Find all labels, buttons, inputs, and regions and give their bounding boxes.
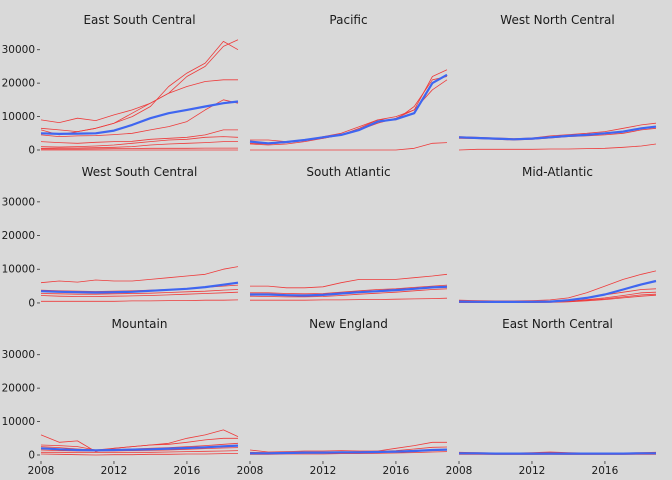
series-line (250, 284, 448, 295)
x-tick-label: 2016 (592, 465, 619, 477)
series-line (40, 289, 239, 295)
series-line (40, 453, 238, 456)
series-line (41, 299, 239, 302)
series-line (40, 266, 239, 284)
panel: New England 2008 2012 2016 (237, 317, 448, 477)
mean-line (250, 448, 448, 455)
panel-title: Mountain (112, 317, 168, 331)
mean-line (40, 100, 239, 135)
mean-line (250, 285, 448, 297)
mean-line (249, 73, 448, 145)
panel: Mid-Atlantic (458, 165, 657, 303)
panels: East South Central 0 10000 20000 30000 Pacifi… (2, 13, 657, 477)
series-line (41, 450, 239, 453)
mean-line (40, 444, 239, 452)
x-tick-label: 2016 (383, 465, 410, 477)
x-tick-label: 2008 (237, 465, 264, 477)
series-line (250, 273, 448, 289)
series-line (40, 141, 238, 149)
panel: West North Central (458, 13, 657, 151)
series-line (40, 79, 238, 136)
mean-line (458, 279, 657, 303)
series-line (40, 41, 239, 132)
panel-title: East North Central (502, 317, 613, 331)
y-tick-label: 10000 (2, 111, 35, 123)
y-tick-label: 20000 (2, 383, 35, 395)
y-tick-label: 30000 (2, 349, 35, 361)
panel: East North Central 2008 2012 2016 (446, 317, 657, 477)
x-tick-label: 2008 (446, 465, 473, 477)
panel-title: West North Central (500, 13, 614, 27)
series-line (249, 441, 447, 453)
panel: East South Central 0 10000 20000 30000 (2, 13, 239, 156)
y-tick-label: 30000 (2, 44, 35, 56)
series-line (458, 143, 657, 151)
panel-title: Pacific (329, 13, 367, 27)
y-tick-label: 20000 (2, 78, 35, 90)
mean-line (458, 125, 657, 141)
y-tick-label: 20000 (2, 230, 35, 242)
series-line (41, 147, 238, 150)
y-tick-label: 10000 (2, 264, 35, 276)
series-line (249, 288, 448, 298)
y-tick-label: 0 (28, 144, 35, 156)
x-tick-label: 2016 (174, 465, 201, 477)
panel-title: East South Central (83, 13, 195, 27)
series-line (250, 297, 448, 301)
panel-title: Mid-Atlantic (522, 165, 593, 179)
mean-line (40, 281, 239, 294)
x-tick-label: 2012 (310, 465, 337, 477)
panel: Pacific (249, 13, 448, 151)
panel-title: South Atlantic (306, 165, 390, 179)
panel: Mountain 0 10000 20000 30000 2008 2012 2016 (2, 317, 239, 477)
series-line (40, 39, 239, 123)
y-tick-label: 10000 (2, 416, 35, 428)
panel: South Atlantic (249, 165, 448, 301)
x-tick-label: 2008 (28, 465, 55, 477)
series-line (40, 129, 238, 144)
series-line (40, 437, 238, 451)
series-line (250, 142, 448, 151)
y-tick-label: 0 (28, 449, 35, 461)
x-tick-label: 2012 (519, 465, 546, 477)
series-line (40, 136, 239, 148)
panel-title: West South Central (82, 165, 198, 179)
panel: West South Central 0 10000 20000 30000 (2, 165, 239, 309)
series-line (40, 291, 239, 297)
x-tick-label: 2012 (101, 465, 128, 477)
series-line (40, 99, 239, 137)
y-tick-label: 0 (28, 297, 35, 309)
y-tick-label: 30000 (2, 196, 35, 208)
panel-title: New England (309, 317, 388, 331)
